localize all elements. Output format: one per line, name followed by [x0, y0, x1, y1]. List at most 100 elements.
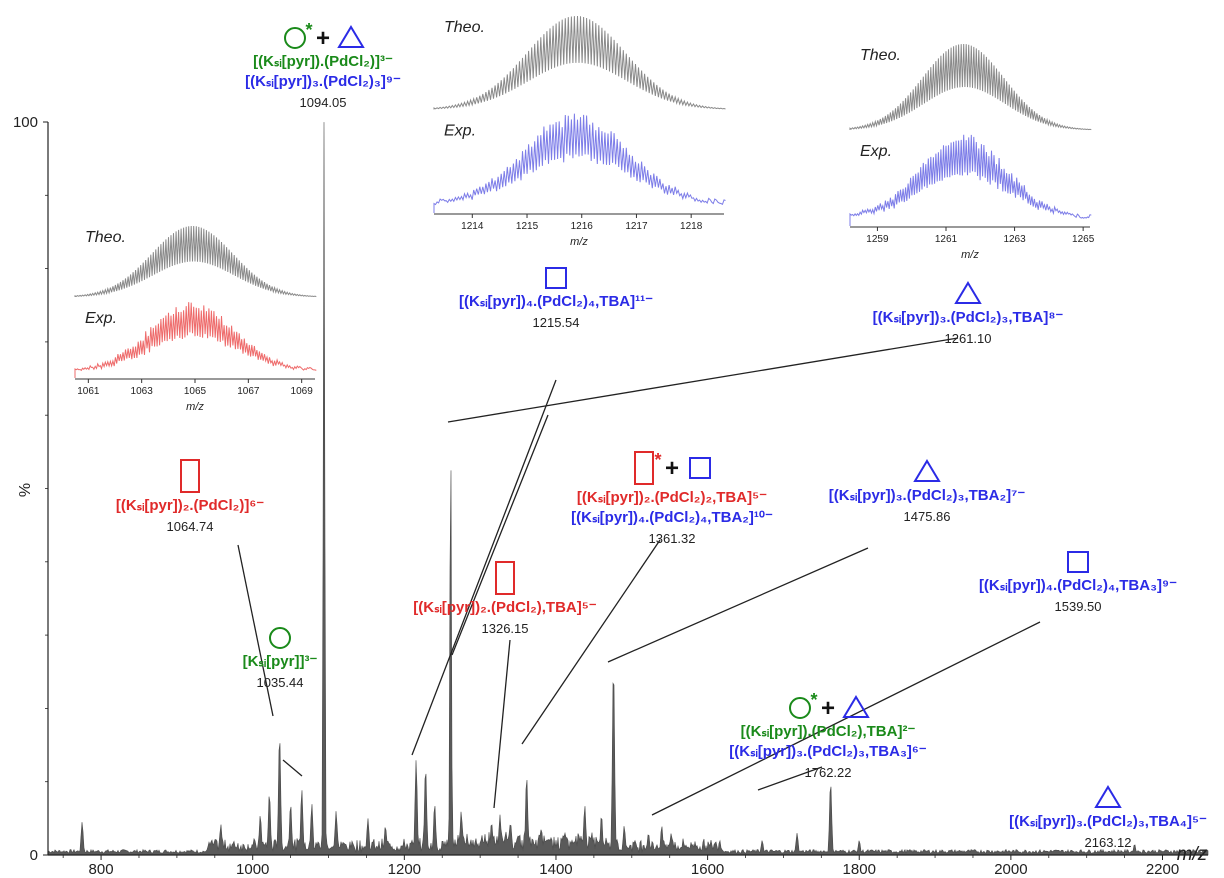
mz-value-label: 1762.22 — [805, 765, 852, 780]
experimental-isotope-trace — [433, 113, 726, 213]
plus-icon: + — [665, 455, 679, 482]
mz-value-label: 1475.86 — [904, 509, 951, 524]
mz-value-label: 1035.44 — [257, 675, 304, 690]
leader-line — [282, 759, 303, 777]
tall-rect-symbol-icon — [495, 561, 515, 595]
leader-line — [521, 539, 661, 745]
inset-tick-label: 1063 — [131, 386, 154, 397]
inset-tick-label: 1259 — [866, 234, 889, 245]
theo-label: Theo. — [444, 19, 485, 36]
formula-label: [(Kₛᵢ[pyr])₃.(PdCl₂)₃,TBA₂]⁷⁻ — [829, 487, 1026, 504]
inset-xlabel: m/z — [570, 236, 588, 248]
x-tick-label: 1600 — [691, 861, 724, 878]
peak-annotation: [(Kₛᵢ[pyr])₃.(PdCl₂)₃,TBA₄]⁵⁻ 2163.12 — [1009, 785, 1207, 850]
peak-annotation: [(Kₛᵢ[pyr])₃.(PdCl₂)₃,TBA]⁸⁻ 1261.10 — [873, 281, 1064, 346]
inset-tick-label: 1067 — [237, 386, 260, 397]
inset-xlabel: m/z — [961, 249, 979, 261]
peak-annotation: [(Kₛᵢ[pyr])₄.(PdCl₂)₄,TBA]¹¹⁻ 1215.54 — [459, 267, 653, 330]
plus-icon: + — [821, 695, 835, 722]
inset-tick-label: 1069 — [291, 386, 314, 397]
spectrum-area — [47, 122, 1209, 856]
x-tick-label: 1200 — [388, 861, 421, 878]
leader-line — [607, 547, 869, 663]
formula-label: [(Kₛᵢ[pyr]).(PdCl₂),TBA]²⁻ — [741, 723, 916, 740]
peak-annotation: * + [(Kₛᵢ[pyr])₂.(PdCl₂)₂,TBA]⁵⁻ [(Kₛᵢ[pyr]… — [571, 450, 773, 546]
mz-value-label: 2163.12 — [1085, 835, 1132, 850]
peak-annotation: [(Kₛᵢ[pyr])₃.(PdCl₂)₃,TBA₂]⁷⁻ 1475.86 — [829, 459, 1026, 524]
peak-annotation: [(Kₛᵢ[pyr])₂.(PdCl₂)]⁶⁻ 1064.74 — [116, 459, 264, 534]
circle-symbol-icon — [284, 27, 306, 49]
x-tick-label: 1800 — [843, 861, 876, 878]
star-icon: * — [305, 20, 312, 40]
exp-label: Exp. — [444, 123, 476, 140]
peak-annotation: [Kₛᵢ[pyr]]³⁻ 1035.44 — [243, 627, 317, 690]
annotation-labels: * +[(Kₛᵢ[pyr]).(PdCl₂)]³⁻[(Kₛᵢ[pyr])₃.(Pd… — [116, 20, 1207, 850]
theoretical-isotope-trace — [74, 225, 317, 298]
x-tick-label: 1400 — [539, 861, 572, 878]
inset-tick-label: 1216 — [571, 221, 594, 232]
exp-label: Exp. — [860, 143, 892, 160]
inset-tick-label: 1265 — [1072, 234, 1095, 245]
formula-label: [(Kₛᵢ[pyr])₃.(PdCl₂)₃,TBA]⁸⁻ — [873, 309, 1064, 326]
mz-value-label: 1326.15 — [482, 621, 529, 636]
triangle-symbol-icon — [954, 281, 982, 304]
theo-label: Theo. — [860, 47, 901, 64]
peak-annotation: [(Kₛᵢ[pyr])₄.(PdCl₂)₄,TBA₃]⁹⁻ 1539.50 — [979, 551, 1177, 614]
formula-label: [(Kₛᵢ[pyr])₂.(PdCl₂)₂,TBA]⁵⁻ — [577, 489, 767, 506]
axes: 800 1000 1200 1400 1600 1800 2000 2200 0 100 m/z% — [13, 114, 1208, 878]
inset-tick-label: 1218 — [680, 221, 703, 232]
inset-tick-label: 1065 — [184, 386, 207, 397]
spectrum-trace — [47, 122, 1209, 856]
tall-rect-symbol-icon — [180, 459, 200, 493]
leader-lines — [237, 337, 1041, 816]
isotope-insets: Theo. Exp. 1061 1063 1065 1067 1069 m/z Theo. Exp… — [74, 15, 1095, 413]
formula-label: [(Kₛᵢ[pyr])₄.(PdCl₂)₄,TBA₃]⁹⁻ — [979, 577, 1177, 594]
leader-line — [411, 379, 557, 756]
exp-label: Exp. — [85, 310, 117, 327]
triangle-symbol-icon — [842, 695, 870, 718]
formula-label: [(Kₛᵢ[pyr])₃.(PdCl₂)₃,TBA₃]⁶⁻ — [729, 743, 927, 760]
square-symbol-icon — [545, 267, 567, 289]
y-tick-label: 100 — [13, 114, 38, 131]
inset-1064: Theo. Exp. 1061 1063 1065 1067 1069 m/z — [74, 225, 317, 413]
star-icon: * — [810, 690, 817, 710]
inset-tick-label: 1217 — [625, 221, 648, 232]
x-axis-label: m/z — [1177, 844, 1208, 865]
square-symbol-icon — [1067, 551, 1089, 573]
triangle-symbol-icon — [1094, 785, 1122, 808]
leader-line — [451, 414, 549, 656]
inset-tick-label: 1214 — [461, 221, 484, 232]
inset-tick-label: 1215 — [516, 221, 539, 232]
x-tick-label: 2200 — [1146, 861, 1179, 878]
x-tick-label: 2000 — [994, 861, 1027, 878]
leader-line — [757, 766, 823, 791]
inset-tick-label: 1061 — [77, 386, 100, 397]
theoretical-isotope-trace — [849, 43, 1092, 131]
leader-line — [651, 621, 1041, 816]
peak-annotation: * +[(Kₛᵢ[pyr]).(PdCl₂)]³⁻ [(Kₛᵢ[pyr])₃.(Pd… — [245, 20, 401, 110]
theo-label: Theo. — [85, 229, 126, 246]
peak-annotation: * +[(Kₛᵢ[pyr]).(PdCl₂),TBA]²⁻ [(Kₛᵢ[pyr])₃… — [729, 690, 927, 780]
formula-label: [(Kₛᵢ[pyr])₄.(PdCl₂)₄,TBA]¹¹⁻ — [459, 293, 653, 310]
mz-value-label: 1064.74 — [167, 519, 214, 534]
tall-rect-symbol-icon — [634, 451, 654, 485]
inset-1216: Theo. Exp. 1214 1215 1216 1217 1218 m/z — [433, 15, 726, 248]
leader-line — [493, 639, 511, 809]
mz-value-label: 1215.54 — [533, 315, 580, 330]
experimental-isotope-trace — [849, 134, 1092, 226]
formula-label: [(Kₛᵢ[pyr])₃.(PdCl₂)₃,TBA₄]⁵⁻ — [1009, 813, 1207, 830]
star-icon: * — [654, 450, 661, 470]
leader-line — [237, 544, 274, 717]
triangle-symbol-icon — [913, 459, 941, 482]
experimental-isotope-trace — [74, 302, 317, 378]
x-tick-label: 800 — [89, 861, 114, 878]
circle-symbol-icon — [269, 627, 291, 649]
formula-label: [(Kₛᵢ[pyr])₂.(PdCl₂),TBA]⁵⁻ — [413, 599, 597, 616]
inset-1261: Theo. Exp. 1259 1261 1263 1265 m/z — [849, 43, 1095, 261]
leader-line — [447, 337, 959, 423]
y-tick-label: 0 — [30, 847, 38, 864]
theoretical-isotope-trace — [433, 15, 726, 110]
formula-label: [(Kₛᵢ[pyr]).(PdCl₂)]³⁻ — [253, 53, 393, 70]
square-symbol-icon — [689, 457, 711, 479]
